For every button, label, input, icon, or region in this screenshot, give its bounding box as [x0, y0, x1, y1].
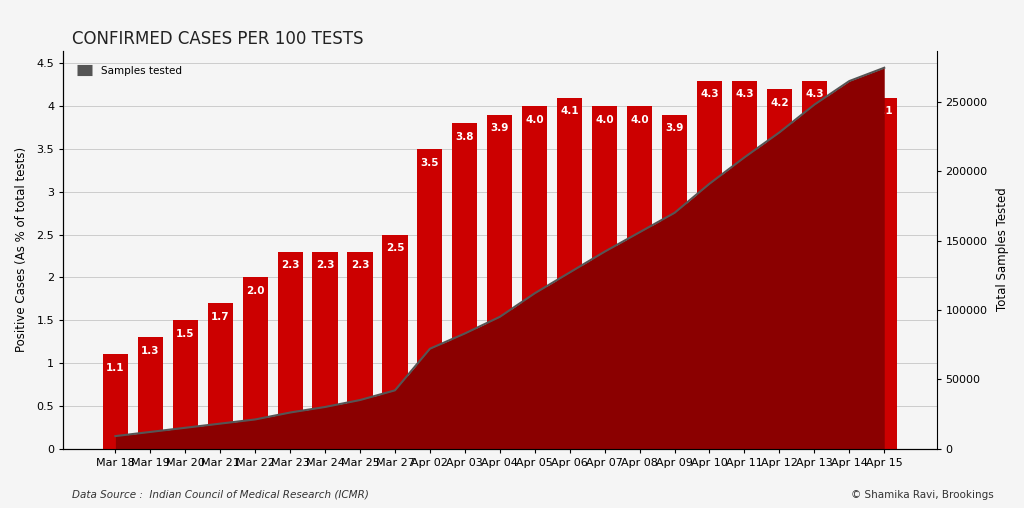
Bar: [138, 337, 163, 449]
Text: 4.1: 4.1: [560, 106, 579, 116]
Bar: [592, 106, 617, 449]
Bar: [453, 123, 477, 449]
Text: 1.1: 1.1: [106, 363, 125, 373]
Y-axis label: Positive Cases (As % of total tests): Positive Cases (As % of total tests): [15, 147, 28, 352]
Bar: [557, 98, 583, 449]
Text: 4.3: 4.3: [700, 89, 719, 99]
Bar: [487, 115, 512, 449]
Bar: [418, 149, 442, 449]
Text: 3.9: 3.9: [666, 123, 684, 133]
Bar: [243, 277, 267, 449]
Text: CONFIRMED CASES PER 100 TESTS: CONFIRMED CASES PER 100 TESTS: [72, 30, 364, 48]
Text: 2.3: 2.3: [315, 260, 334, 270]
Bar: [767, 89, 792, 449]
Bar: [278, 251, 303, 449]
Text: 2.3: 2.3: [351, 260, 370, 270]
Bar: [208, 303, 232, 449]
Bar: [662, 115, 687, 449]
Text: 1.5: 1.5: [176, 329, 195, 339]
Text: 4.0: 4.0: [631, 115, 649, 125]
Bar: [382, 235, 408, 449]
Bar: [837, 89, 862, 449]
Bar: [102, 355, 128, 449]
Bar: [697, 80, 722, 449]
Bar: [732, 80, 757, 449]
Text: © Shamika Ravi, Brookings: © Shamika Ravi, Brookings: [851, 490, 993, 500]
Text: 4.0: 4.0: [525, 115, 544, 125]
Text: Data Source :  Indian Council of Medical Research (ICMR): Data Source : Indian Council of Medical …: [72, 490, 369, 500]
Text: 3.9: 3.9: [490, 123, 509, 133]
Text: 4.3: 4.3: [805, 89, 823, 99]
Y-axis label: Total Samples Tested: Total Samples Tested: [996, 187, 1009, 311]
Text: 2.3: 2.3: [281, 260, 299, 270]
Bar: [522, 106, 548, 449]
Bar: [347, 251, 373, 449]
Text: 1.3: 1.3: [141, 346, 160, 356]
Text: 2.0: 2.0: [246, 286, 264, 296]
Bar: [802, 80, 827, 449]
Text: 1.7: 1.7: [211, 311, 229, 322]
Text: 4.2: 4.2: [770, 98, 788, 108]
Text: 3.5: 3.5: [421, 157, 439, 168]
Text: 4.1: 4.1: [874, 106, 894, 116]
Text: 4.0: 4.0: [595, 115, 614, 125]
Bar: [173, 320, 198, 449]
Bar: [871, 98, 897, 449]
Bar: [627, 106, 652, 449]
Text: 4.2: 4.2: [840, 98, 858, 108]
Bar: [312, 251, 338, 449]
Text: 2.5: 2.5: [386, 243, 404, 253]
Text: 3.8: 3.8: [456, 132, 474, 142]
Text: 4.3: 4.3: [735, 89, 754, 99]
Legend: Samples tested: Samples tested: [73, 62, 186, 80]
